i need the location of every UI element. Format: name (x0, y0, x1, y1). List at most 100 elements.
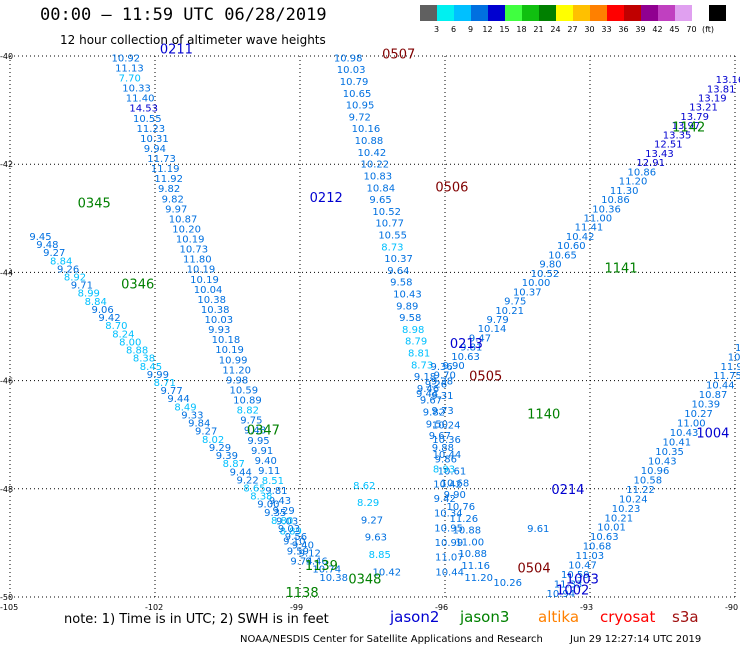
wave-height-value: 9.03 (278, 524, 300, 535)
wave-height-value: 11.93 (721, 362, 740, 373)
wave-height-value: 11.03 (576, 551, 605, 562)
satellite-legend-cryosat: cryosat (600, 608, 656, 626)
pass-time-label: 0348 (348, 572, 381, 587)
color-swatch (505, 5, 522, 21)
wave-height-value: 9.27 (195, 427, 217, 438)
wave-height-value: 10.41 (663, 438, 692, 449)
color-tick-label: 30 (584, 25, 595, 34)
pass-time-label: 1004 (696, 426, 729, 441)
wave-height-value: 10.36 (432, 435, 461, 446)
wave-height-value: 9.79 (487, 315, 509, 326)
wave-height-value: 9.91 (251, 446, 273, 457)
color-swatch (437, 5, 454, 21)
lon-tick-label: -102 (145, 603, 163, 612)
wave-height-value: 10.86 (628, 167, 657, 178)
wave-height-value: 10.68 (441, 478, 470, 489)
page-title: 00:00 – 11:59 UTC 06/28/2019 (40, 5, 327, 25)
wave-height-value: 12.51 (654, 140, 683, 151)
wave-height-value: 10.04 (194, 285, 223, 296)
wave-height-value: 11.75 (713, 371, 740, 382)
wave-height-value: 10.73 (179, 245, 208, 256)
pass-time-label: 0505 (469, 370, 502, 385)
wave-height-value: 9.33 (181, 410, 203, 421)
wave-height-value: 8.98 (402, 325, 424, 336)
wave-height-value: 10.61 (438, 467, 467, 478)
wave-height-value: 8.92 (64, 273, 86, 284)
wave-height-value: 11.20 (222, 365, 251, 376)
color-swatch (658, 5, 675, 21)
wave-height-value: 9.97 (165, 204, 187, 215)
wave-height-value: 10.65 (343, 89, 372, 100)
color-tick-label: 36 (618, 25, 629, 34)
wave-height-value: 8.49 (174, 402, 196, 413)
wave-height-value: 10.84 (366, 183, 395, 194)
wave-height-value: 13.97 (672, 121, 701, 132)
pass-time-label: 1139 (305, 559, 338, 574)
wave-height-value: 10.42 (433, 479, 462, 490)
wave-height-value: 9.82 (162, 194, 184, 205)
pass-time-label: 1141 (605, 261, 638, 276)
generated-timestamp: Jun 29 12:27:14 UTC 2019 (570, 634, 702, 645)
wave-height-value: 10.95 (346, 101, 375, 112)
wave-height-value: 8.81 (408, 349, 430, 360)
wave-height-value: 10.88 (355, 136, 384, 147)
wave-height-value: 10.65 (548, 250, 577, 261)
color-swatch (573, 5, 590, 21)
pass-time-label: 0347 (247, 424, 280, 439)
color-swatch (556, 5, 573, 21)
color-swatch (590, 5, 607, 21)
wave-height-value: 9.82 (158, 184, 180, 195)
wave-height-value: 11.00 (583, 213, 612, 224)
wave-height-value: 8.85 (369, 550, 391, 561)
pass-time-label: 0214 (551, 483, 584, 498)
wave-height-value: 10.43 (670, 428, 699, 439)
wave-height-value: 10.23 (612, 504, 641, 515)
wave-height-value: 10.96 (641, 466, 670, 477)
wave-height-value: 9.46 (417, 384, 439, 395)
wave-height-value: 9.81 (460, 343, 482, 354)
wave-height-value: 10.16 (352, 124, 381, 135)
wave-height-value: 10.98 (334, 53, 363, 64)
wave-height-value: 9.36 (431, 362, 453, 373)
pass-time-label: 1138 (286, 586, 319, 601)
wave-height-value: 9.47 (469, 333, 491, 344)
wave-height-value: 10.60 (557, 241, 586, 252)
wave-height-value: 11.23 (137, 124, 166, 135)
wave-height-value: 10.42 (373, 567, 402, 578)
wave-height-value: 9.27 (361, 515, 383, 526)
wave-height-value: 10.68 (583, 542, 612, 553)
wave-height-value: 10.00 (522, 278, 551, 289)
wave-height-value: 11.19 (151, 164, 180, 175)
wave-height-value: 9.75 (504, 297, 526, 308)
wave-height-value: 8.88 (126, 346, 148, 357)
color-tick-label: 3 (433, 25, 440, 34)
wave-height-value: 9.67 (420, 396, 442, 407)
satellite-legend-jason2: jason2 (390, 608, 440, 626)
pass-time-label: 1003 (566, 572, 599, 587)
wave-height-value: 11.41 (575, 223, 604, 234)
wave-height-value: 10.38 (319, 573, 348, 584)
wave-height-value: 9.44 (230, 467, 252, 478)
wave-height-value: 10.43 (393, 289, 422, 300)
wave-height-value: 10.83 (363, 171, 392, 182)
wave-height-value: 9.44 (416, 389, 438, 400)
wave-height-value: 10.24 (432, 421, 461, 432)
wave-height-value: 8.80 (271, 516, 293, 527)
pass-time-label: 0504 (518, 562, 551, 577)
wave-height-value: 10.19 (215, 345, 244, 356)
wave-height-value: 8.82 (237, 406, 259, 417)
wave-height-value: 10.94 (547, 589, 576, 600)
wave-height-value: 9.26 (57, 264, 79, 275)
wave-height-value: 10.14 (478, 324, 507, 335)
wave-height-value: 9.61 (527, 524, 549, 535)
lon-tick-label: -105 (0, 603, 18, 612)
wave-height-value: 8.62 (353, 481, 375, 492)
wave-height-value: 10.99 (219, 355, 248, 366)
color-tick-label: 15 (499, 25, 510, 34)
wave-height-value: 10.19 (187, 265, 216, 276)
wave-height-value: 10.88 (452, 526, 481, 537)
wave-height-value: 9.26 (425, 380, 447, 391)
wave-height-value: 10.38 (197, 295, 226, 306)
wave-height-value: 8.29 (357, 498, 379, 509)
color-tick-label: 9 (467, 25, 474, 34)
